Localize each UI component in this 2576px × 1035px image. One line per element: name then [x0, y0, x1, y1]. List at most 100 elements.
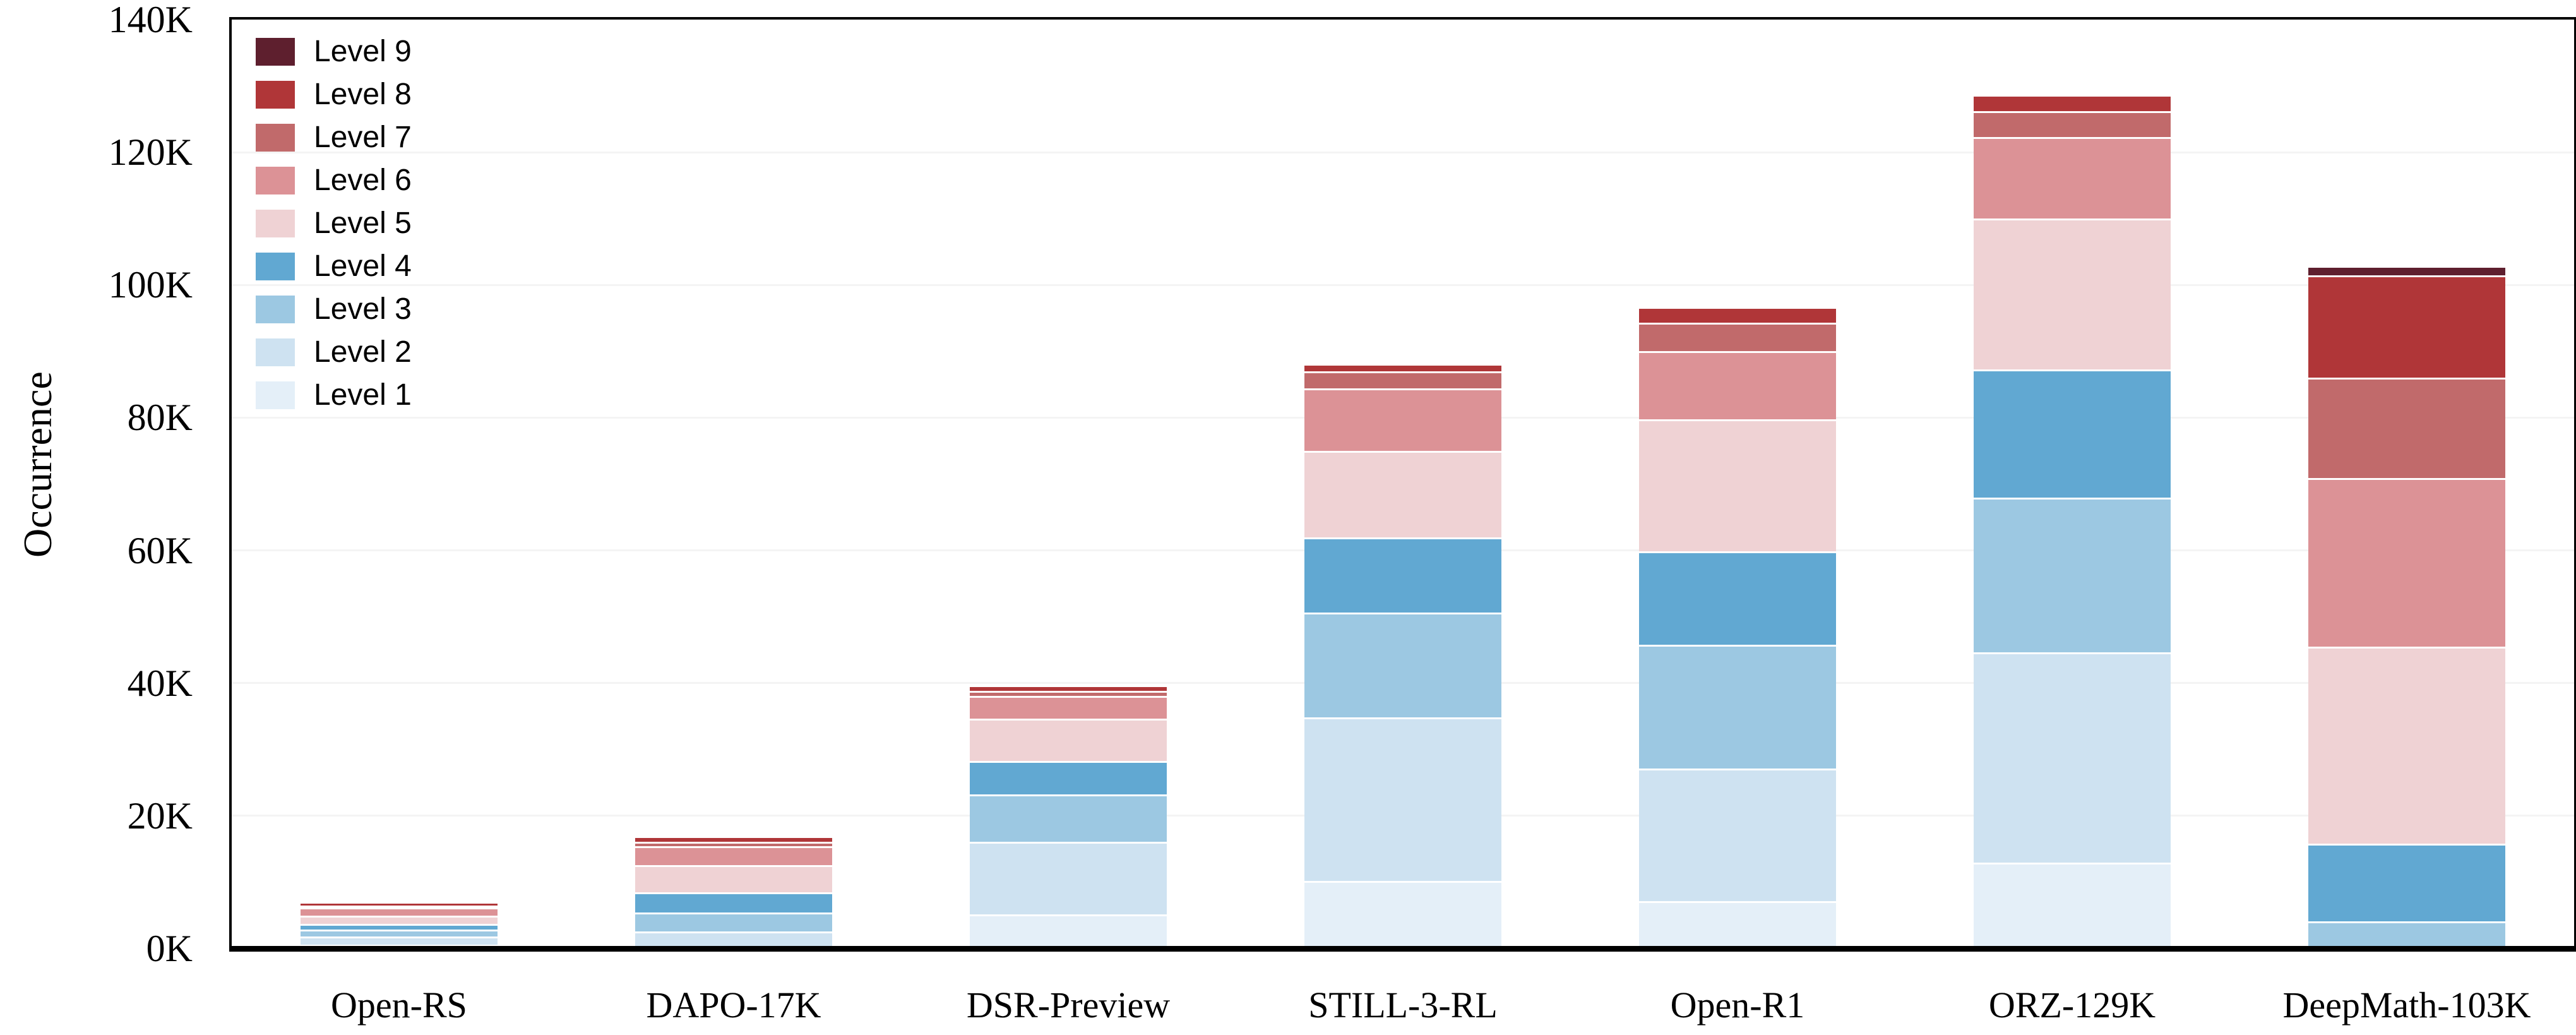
plot-border-top [229, 17, 2576, 20]
bar-segment-DAPO-17K-level-4 [635, 892, 832, 913]
bar-segment-DSR-Preview-level-2 [970, 841, 1167, 915]
legend-item-level-8: Level 8 [256, 78, 412, 111]
legend-item-level-5: Level 5 [256, 206, 412, 240]
bar-segment-STILL-3-RL-level-3 [1304, 613, 1501, 718]
bar-segment-DeepMath-103K-level-5 [2308, 646, 2505, 844]
y-tick-label-20K: 20K [127, 794, 193, 837]
legend-item-level-4: Level 4 [256, 249, 412, 283]
legend-swatch-level-3 [256, 296, 295, 323]
legend-swatch-level-8 [256, 81, 295, 109]
bar-segment-ORZ-129K-level-1 [1974, 863, 2171, 948]
bar-segment-STILL-3-RL-level-5 [1304, 450, 1501, 537]
bar-segment-ORZ-129K-level-3 [1974, 497, 2171, 653]
bar-segment-DeepMath-103K-level-9 [2308, 265, 2505, 275]
legend-swatch-level-6 [256, 167, 295, 194]
bar-segment-STILL-3-RL-level-1 [1304, 880, 1501, 948]
x-tick-label-ORZ-129K: ORZ-129K [1988, 984, 2156, 1026]
x-tick-label-Open-RS: Open-RS [331, 984, 467, 1026]
plot-area: Level 9 Level 8 Level 7 Level 6 Level 5 Level… [229, 17, 2576, 948]
x-axis-line [229, 946, 2576, 952]
legend-label: Level 8 [314, 78, 412, 111]
bar-segment-STILL-3-RL-level-7 [1304, 371, 1501, 389]
plot-border-right [2574, 17, 2576, 948]
bar-segment-DSR-Preview-level-1 [970, 914, 1167, 948]
y-tick-label-80K: 80K [127, 397, 193, 439]
x-tick-label-DeepMath-103K: DeepMath-103K [2282, 984, 2531, 1026]
bar-segment-STILL-3-RL-level-4 [1304, 537, 1501, 613]
legend-label: Level 2 [314, 335, 412, 369]
legend-item-level-2: Level 2 [256, 335, 412, 369]
legend: Level 9 Level 8 Level 7 Level 6 Level 5 Level… [256, 35, 412, 424]
bar-segment-Open-R1-level-8 [1639, 306, 1836, 323]
legend-swatch-level-9 [256, 38, 295, 66]
bar-segment-Open-RS-level-8 [301, 902, 498, 906]
bar-segment-Open-RS-level-3 [301, 929, 498, 937]
bar-segment-DSR-Preview-level-8 [970, 685, 1167, 691]
bar-segment-STILL-3-RL-level-6 [1304, 388, 1501, 451]
bar-segment-DeepMath-103K-level-8 [2308, 275, 2505, 378]
bar-segment-DSR-Preview-level-6 [970, 695, 1167, 719]
bar-segment-STILL-3-RL-level-8 [1304, 364, 1501, 371]
bar-segment-ORZ-129K-level-6 [1974, 136, 2171, 219]
legend-item-level-6: Level 6 [256, 164, 412, 197]
bar-segment-Open-R1-level-5 [1639, 419, 1836, 551]
bar-segment-DAPO-17K-level-8 [635, 835, 832, 842]
legend-label: Level 5 [314, 206, 412, 240]
bar-segment-ORZ-129K-level-5 [1974, 218, 2171, 369]
bar-segment-DSR-Preview-level-4 [970, 760, 1167, 795]
bar-segment-DSR-Preview-level-3 [970, 794, 1167, 842]
bar-segment-Open-R1-level-7 [1639, 323, 1836, 352]
bar-segment-Open-RS-level-6 [301, 907, 498, 916]
bar-segment-DSR-Preview-level-5 [970, 719, 1167, 761]
bar-segment-Open-RS-level-7 [301, 906, 498, 908]
bar-segment-ORZ-129K-level-4 [1974, 369, 2171, 498]
legend-item-level-1: Level 1 [256, 380, 412, 410]
y-tick-label-60K: 60K [127, 529, 193, 571]
gridline-120k [232, 151, 2574, 153]
bar-segment-DAPO-17K-level-7 [635, 842, 832, 847]
bar-segment-Open-RS-level-2 [301, 936, 498, 945]
x-tick-label-STILL-3-RL: STILL-3-RL [1308, 984, 1498, 1026]
bar-segment-Open-RS-level-5 [301, 916, 498, 924]
legend-item-level-9: Level 9 [256, 35, 412, 68]
legend-item-level-3: Level 3 [256, 292, 412, 326]
plot-border-left [229, 17, 232, 948]
bar-segment-Open-R1-level-4 [1639, 551, 1836, 645]
bar-segment-Open-R1-level-2 [1639, 769, 1836, 902]
bar-segment-DAPO-17K-level-2 [635, 931, 832, 947]
bar-segment-STILL-3-RL-level-2 [1304, 717, 1501, 881]
y-tick-label-140K: 140K [108, 0, 193, 40]
x-tick-label-DSR-Preview: DSR-Preview [966, 984, 1171, 1026]
bar-segment-Open-R1-level-1 [1639, 901, 1836, 948]
bar-segment-ORZ-129K-level-8 [1974, 94, 2171, 111]
x-tick-label-Open-R1: Open-R1 [1670, 984, 1805, 1026]
y-tick-label-0K: 0K [146, 928, 193, 969]
y-tick-label-100K: 100K [108, 264, 193, 306]
legend-swatch-level-7 [256, 124, 295, 152]
legend-label: Level 6 [314, 164, 412, 197]
legend-swatch-level-5 [256, 210, 295, 237]
legend-swatch-level-1 [256, 381, 295, 409]
bar-segment-ORZ-129K-level-7 [1974, 111, 2171, 137]
legend-swatch-level-4 [256, 253, 295, 280]
y-tick-label-120K: 120K [108, 131, 193, 174]
bar-segment-DSR-Preview-level-7 [970, 691, 1167, 696]
bar-segment-DeepMath-103K-level-3 [2308, 921, 2505, 948]
legend-label: Level 9 [314, 35, 412, 68]
bar-segment-DAPO-17K-level-3 [635, 912, 832, 931]
bar-segment-DeepMath-103K-level-6 [2308, 478, 2505, 647]
legend-item-level-7: Level 7 [256, 123, 412, 153]
bar-segment-DeepMath-103K-level-4 [2308, 844, 2505, 921]
gridline-100k [232, 284, 2574, 286]
bar-segment-DeepMath-103K-level-7 [2308, 378, 2505, 479]
legend-label: Level 3 [314, 292, 412, 326]
legend-label: Level 4 [314, 249, 412, 283]
bar-segment-ORZ-129K-level-2 [1974, 652, 2171, 863]
bar-segment-DAPO-17K-level-6 [635, 846, 832, 865]
x-tick-label-DAPO-17K: DAPO-17K [646, 984, 821, 1026]
bar-segment-Open-RS-level-4 [301, 924, 498, 930]
legend-swatch-level-2 [256, 338, 295, 366]
bar-segment-Open-R1-level-3 [1639, 644, 1836, 769]
bar-segment-DAPO-17K-level-5 [635, 864, 832, 892]
